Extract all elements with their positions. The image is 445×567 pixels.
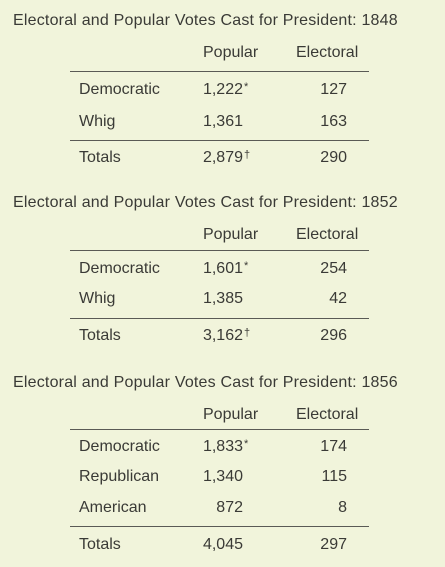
footnote-mark: *	[244, 438, 249, 450]
column-header-electoral: Electoral	[296, 44, 359, 61]
totals-label: Totals	[79, 536, 121, 553]
header-rule	[70, 71, 369, 72]
party-name: Whig	[79, 113, 116, 130]
popular-total: 4,045	[202, 536, 243, 553]
totals-label: Totals	[79, 149, 121, 166]
footnote-mark: *	[244, 81, 249, 93]
popular-votes: 1,385	[202, 290, 243, 307]
header-rule	[70, 429, 369, 430]
electoral-total: 290	[320, 149, 347, 166]
column-header-electoral: Electoral	[296, 406, 359, 423]
totals-rule	[70, 140, 369, 141]
totals-label: Totals	[79, 327, 121, 344]
electoral-votes: 174	[320, 438, 347, 455]
column-header-popular: Popular	[203, 226, 259, 243]
footnote-mark: †	[244, 149, 251, 161]
table-row: Democratic 1,833* 174	[0, 438, 445, 458]
popular-votes: 1,361	[202, 113, 243, 130]
party-name: American	[79, 499, 147, 516]
totals-rule	[70, 318, 369, 319]
totals-row: Totals 3,162† 296	[0, 327, 445, 347]
electoral-votes: 115	[321, 468, 347, 485]
totals-rule	[70, 526, 369, 527]
table-row: American 872 8	[0, 499, 445, 519]
party-name: Democratic	[79, 438, 160, 455]
table-title: Electoral and Popular Votes Cast for Pre…	[13, 374, 398, 391]
table-row: Whig 1,361 163	[0, 113, 445, 133]
column-header-popular: Popular	[203, 406, 259, 423]
footnote-mark: †	[244, 327, 251, 339]
header-rule	[70, 250, 369, 251]
popular-total: 3,162†	[202, 327, 251, 344]
electoral-votes: 163	[320, 113, 347, 130]
footnote-mark: *	[244, 260, 249, 272]
column-header-electoral: Electoral	[296, 226, 359, 243]
popular-total: 2,879†	[202, 149, 251, 166]
table-title: Electoral and Popular Votes Cast for Pre…	[13, 12, 398, 29]
column-header-popular: Popular	[203, 44, 259, 61]
party-name: Democratic	[79, 81, 160, 98]
popular-votes: 1,833*	[202, 438, 249, 455]
electoral-votes: 42	[329, 290, 347, 307]
table-title: Electoral and Popular Votes Cast for Pre…	[13, 194, 398, 211]
popular-votes: 1,601*	[202, 260, 249, 277]
totals-row: Totals 4,045 297	[0, 536, 445, 556]
electoral-total: 297	[320, 536, 347, 553]
popular-votes: 1,340	[202, 468, 243, 485]
party-name: Whig	[79, 290, 116, 307]
electoral-votes: 127	[320, 81, 347, 98]
electoral-votes: 8	[338, 499, 347, 516]
electoral-total: 296	[320, 327, 347, 344]
totals-row: Totals 2,879† 290	[0, 149, 445, 169]
popular-votes: 1,222*	[202, 81, 249, 98]
popular-votes: 872	[216, 499, 243, 516]
table-row: Democratic 1,222* 127	[0, 81, 445, 101]
party-name: Republican	[79, 468, 160, 485]
table-row: Whig 1,385 42	[0, 290, 445, 310]
party-name: Democratic	[79, 260, 160, 277]
electoral-votes: 254	[320, 260, 347, 277]
table-row: Republican 1,340 115	[0, 468, 445, 488]
table-row: Democratic 1,601* 254	[0, 260, 445, 280]
